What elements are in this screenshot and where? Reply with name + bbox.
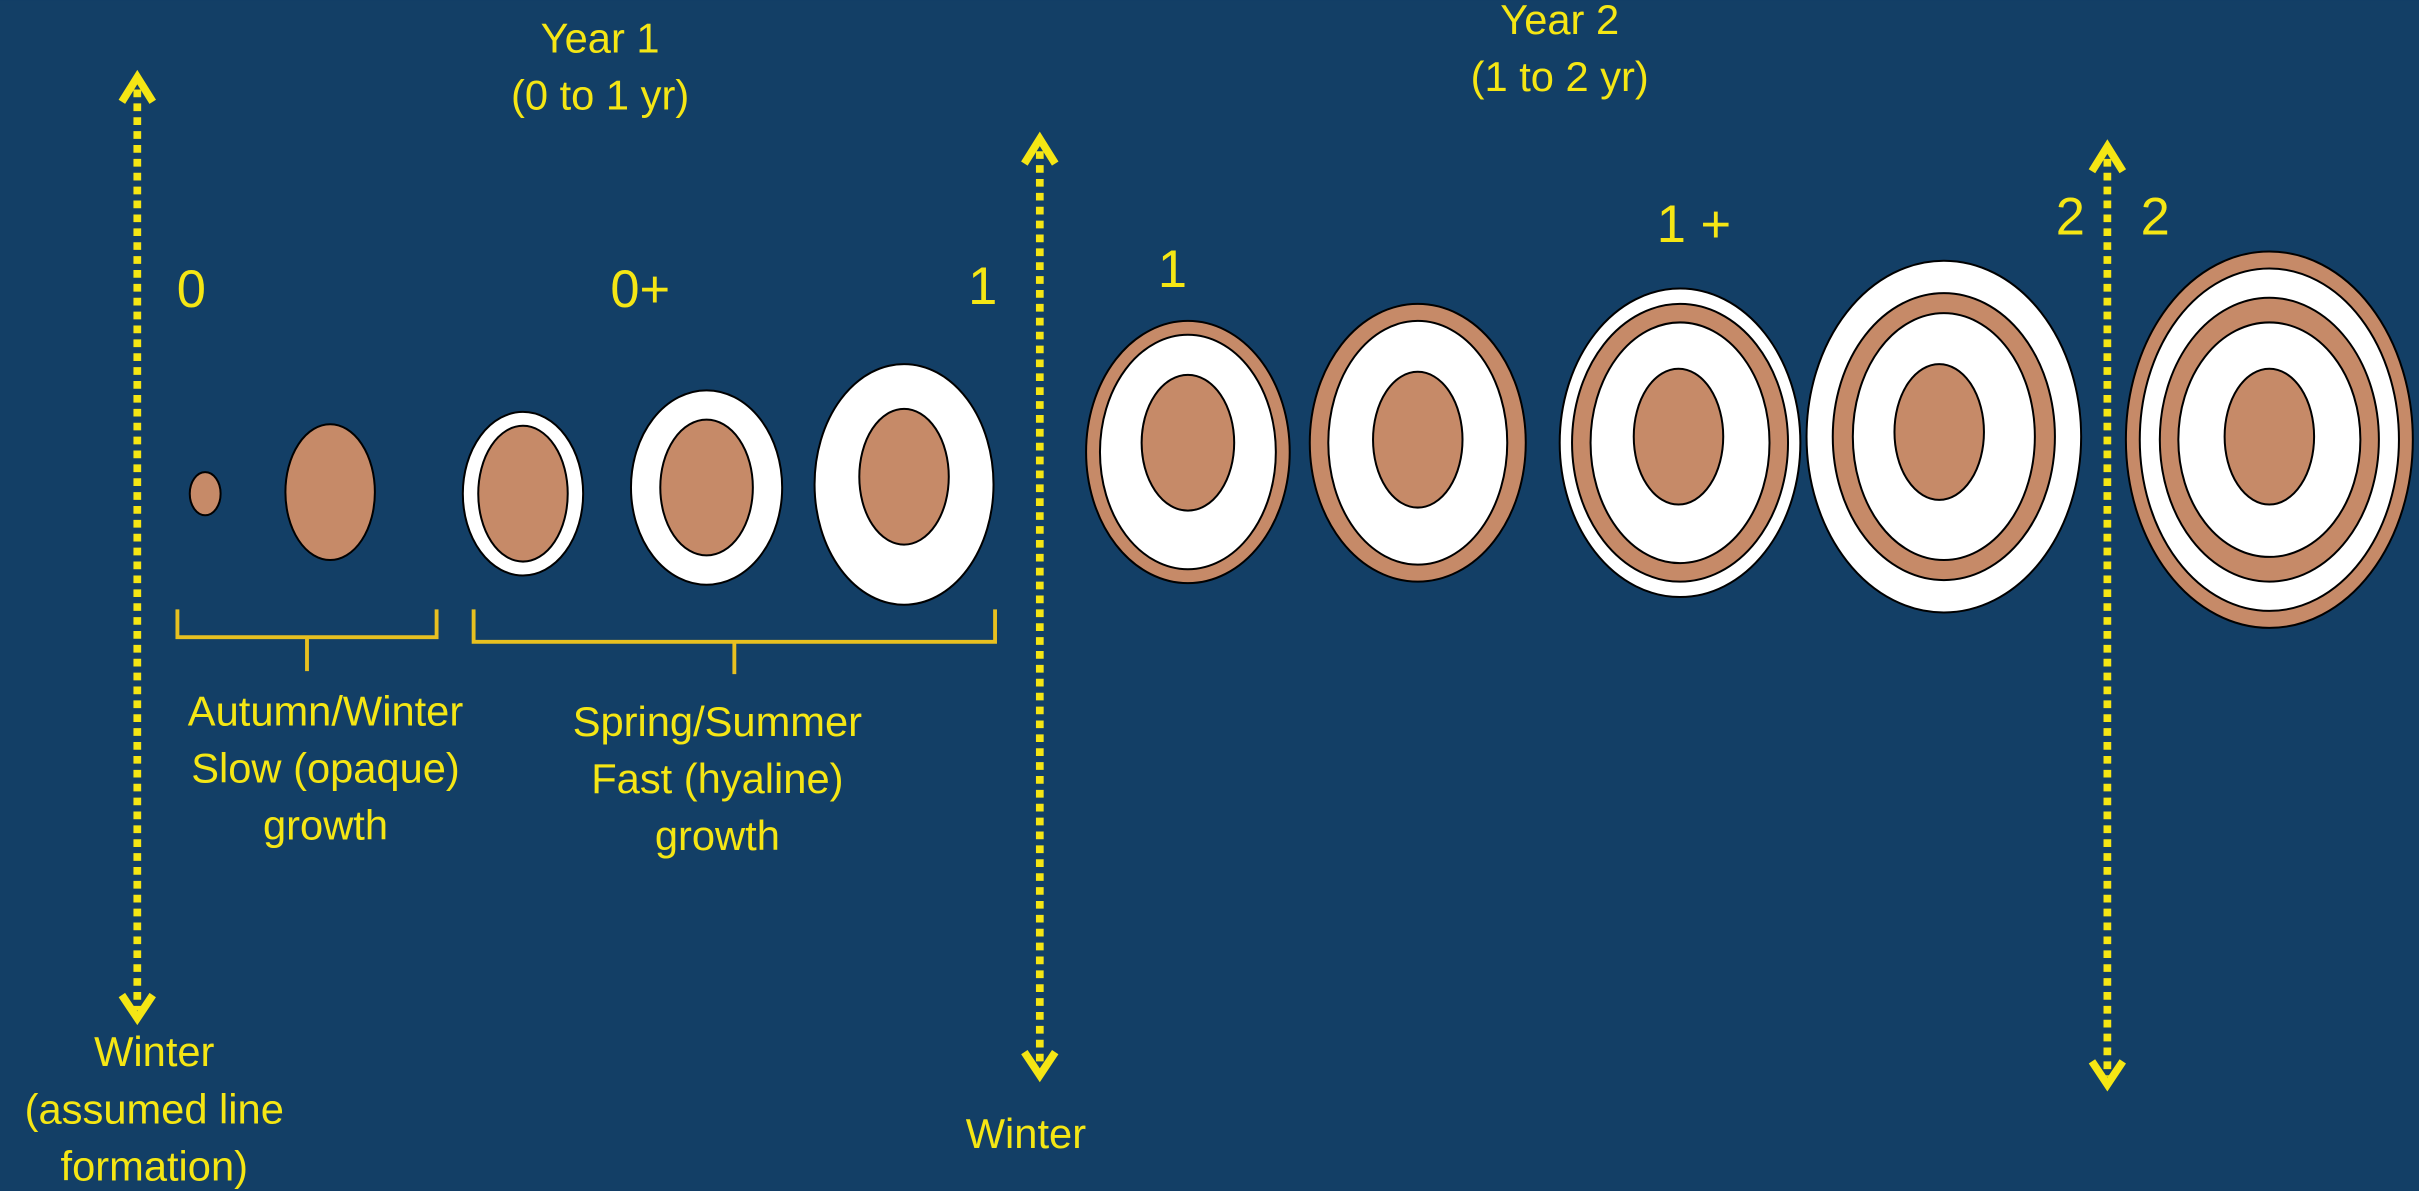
season-label: Spring/Summer [573, 698, 862, 745]
age-label: 0+ [610, 261, 670, 319]
age-label: 1 [1158, 241, 1187, 299]
season-label: growth [263, 801, 388, 848]
year-range: (1 to 2 yr) [1471, 53, 1649, 100]
background [0, 0, 2419, 1191]
year-label: Year 1 [541, 15, 660, 62]
winter-label: Winter [94, 1028, 214, 1075]
year-range: (0 to 1 yr) [511, 72, 689, 119]
winter-label: (assumed line [25, 1085, 284, 1132]
age-label: 0 [177, 261, 206, 319]
age-label: 2 [2056, 188, 2085, 246]
winter-label: Winter [966, 1110, 1086, 1157]
season-label: Autumn/Winter [188, 687, 464, 734]
year-label: Year 2 [1500, 0, 1619, 43]
season-label: growth [655, 812, 780, 859]
age-label: 1 + [1657, 196, 1731, 254]
age-label: 2 [2141, 188, 2170, 246]
age-label: 1 [968, 258, 997, 316]
season-label: Slow (opaque) [191, 744, 460, 791]
winter-label: formation) [61, 1142, 248, 1189]
season-label: Fast (hyaline) [591, 755, 843, 802]
otolith-diagram: Year 1 (0 to 1 yr) Year 2 (1 to 2 yr) 0 … [0, 0, 2419, 1191]
